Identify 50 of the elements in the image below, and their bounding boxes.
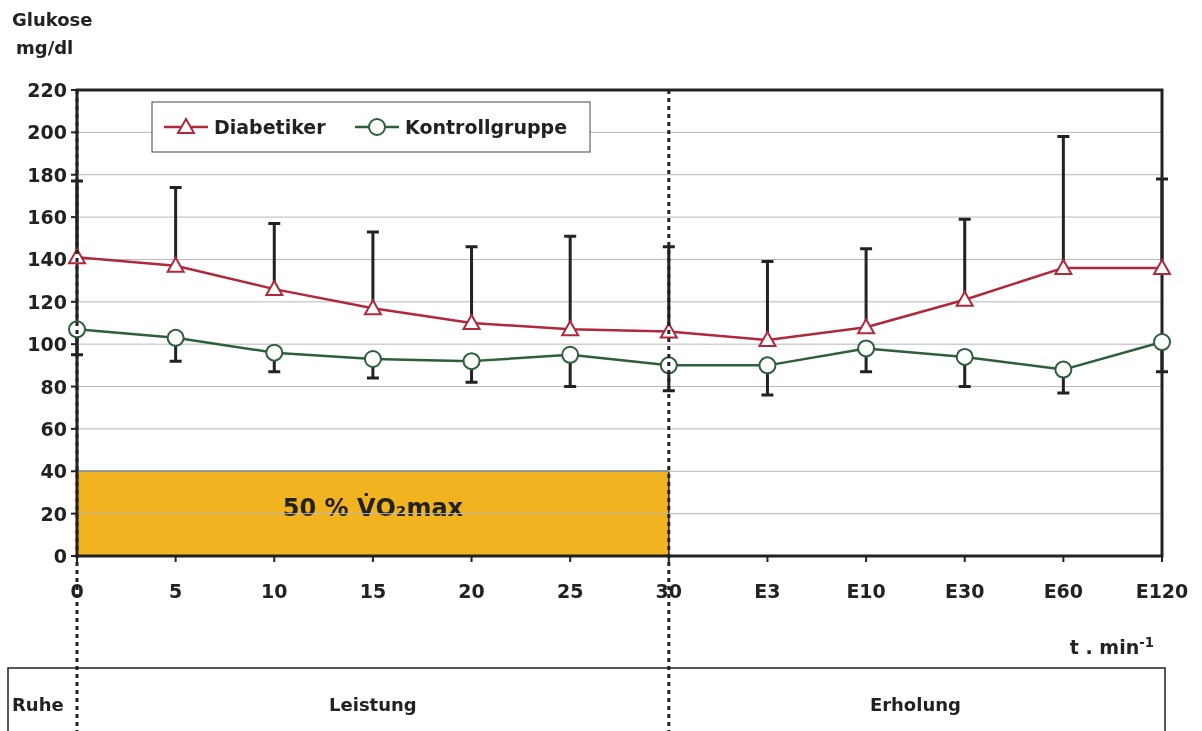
y-tick-label: 40 bbox=[40, 460, 67, 483]
x-axis-title: t . min$^{-1}$ bbox=[1069, 634, 1154, 658]
y-tick-label: 80 bbox=[40, 375, 67, 398]
text: Ruhe bbox=[12, 694, 64, 715]
x-tick-label: 5 bbox=[169, 580, 183, 602]
x-tick-label: 15 bbox=[359, 580, 387, 602]
y-tick-label: 20 bbox=[40, 502, 67, 525]
point bbox=[758, 356, 777, 375]
point bbox=[166, 328, 185, 347]
y-axis-title: Glukose mg/dl bbox=[12, 9, 93, 58]
point bbox=[758, 330, 777, 347]
point bbox=[1153, 258, 1171, 275]
y-tick-label: 120 bbox=[27, 290, 67, 313]
point bbox=[1054, 258, 1073, 275]
point bbox=[857, 318, 876, 335]
x-tick-label: 25 bbox=[556, 580, 584, 602]
point bbox=[857, 339, 876, 358]
point bbox=[955, 347, 974, 366]
y-tick-label: 140 bbox=[27, 248, 67, 271]
point bbox=[1054, 360, 1073, 379]
y-tick-label: 200 bbox=[27, 121, 67, 144]
point bbox=[462, 352, 481, 371]
x-tick-label: 10 bbox=[261, 580, 288, 602]
point bbox=[363, 350, 382, 369]
point bbox=[561, 345, 580, 364]
x-tick-label: E10 bbox=[846, 580, 886, 602]
point bbox=[265, 280, 284, 297]
x-tick-label: E120 bbox=[1135, 580, 1189, 602]
y-tick-label: 180 bbox=[27, 163, 67, 186]
point bbox=[561, 320, 580, 337]
x-tick-label: 30 bbox=[655, 580, 683, 602]
point bbox=[462, 314, 481, 330]
point bbox=[166, 256, 185, 273]
x-tick-label: E3 bbox=[754, 580, 781, 602]
x-tick-label: E60 bbox=[1043, 580, 1084, 602]
point bbox=[265, 343, 284, 362]
point bbox=[1153, 333, 1171, 352]
y-tick-label: 160 bbox=[27, 206, 67, 229]
y-tick-label: 100 bbox=[27, 333, 67, 356]
y-tick-label: 60 bbox=[40, 417, 67, 440]
y-tick-label: 220 bbox=[27, 79, 67, 101]
text: Erholung bbox=[869, 694, 961, 715]
text: Leistung bbox=[329, 694, 417, 715]
point bbox=[955, 290, 974, 307]
legend-label: Kontrollgruppe bbox=[405, 116, 568, 138]
point bbox=[363, 299, 382, 316]
x-tick-label: E30 bbox=[945, 580, 985, 602]
legend-label: Diabetiker bbox=[214, 116, 327, 138]
y-tick-label: 0 bbox=[53, 545, 67, 567]
x-tick-label: 20 bbox=[458, 580, 485, 602]
